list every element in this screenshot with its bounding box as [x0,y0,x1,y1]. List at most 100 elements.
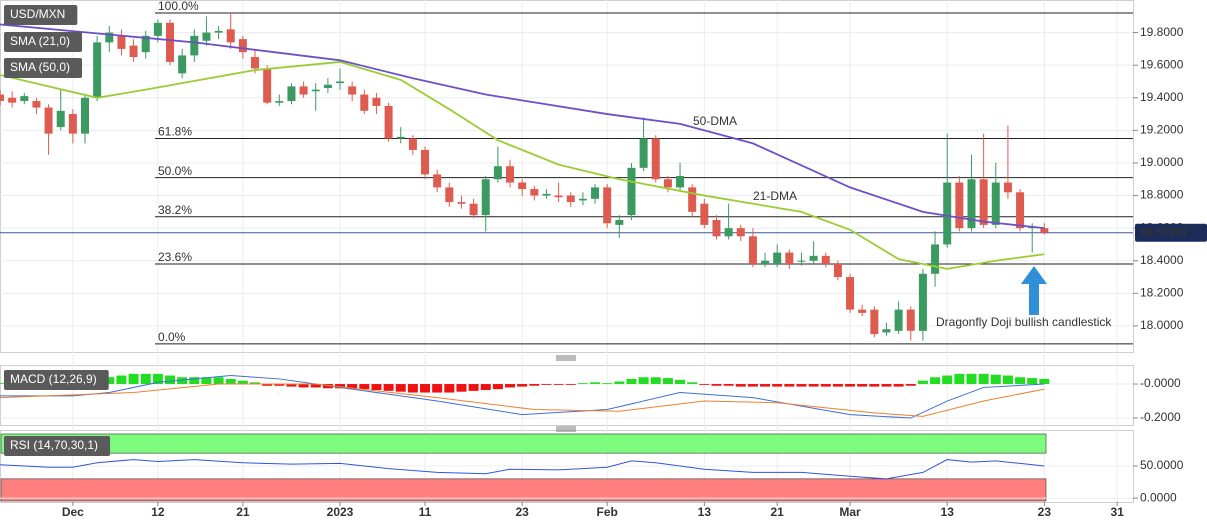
candle-body [1040,228,1049,233]
macd-bar [371,384,382,390]
macd-bar [796,384,807,387]
x-tick-label: 13 [698,505,712,519]
macd-bar [735,384,746,387]
candle-body [809,255,818,261]
macd-bar [310,384,321,388]
candle-body [530,189,539,196]
candle-body [542,193,551,196]
candle-body [785,252,794,264]
line-series [0,383,1045,417]
y-tick-label: 19.8000 [1140,25,1184,39]
macd-bar [869,384,880,387]
macd-bar [541,384,552,385]
x-tick-label: Mar [839,505,861,519]
macd-bar [104,377,115,385]
macd-bar [614,381,625,385]
candle-body [882,329,891,333]
x-tick-label: 2023 [327,505,354,519]
line-series [0,61,1045,270]
candle-body [712,220,721,237]
macd-bar [893,384,904,387]
macd-bar [553,384,564,385]
candle-body [676,176,685,188]
macd-bar [784,384,795,387]
y-tick-label: 18.0000 [1140,318,1184,332]
macd-bar [930,377,941,385]
x-tick-label: 13 [941,505,955,519]
candle-body [408,138,417,150]
macd-bar [116,375,127,385]
candle-body [870,309,879,335]
candle-body [603,187,612,224]
macd-bar [250,382,261,385]
oversold-band [0,478,1047,502]
macd-bar [213,377,224,385]
legend-box [4,32,83,52]
macd-bar [565,384,576,385]
candle-body [506,166,515,183]
candle-body [627,167,636,216]
candle-body [178,55,187,74]
macd-bar [407,384,418,393]
candle-body [323,84,332,88]
y-tick-label: 19.2000 [1140,123,1184,137]
legend-box [4,436,111,456]
candle-body [117,35,126,49]
candle-body [166,22,175,62]
candle-body [299,86,308,95]
legend-box [4,5,78,25]
x-tick-label: 11 [419,505,432,519]
annotation-arrow [1021,266,1047,315]
candle-body [384,105,393,139]
candle-body [688,187,697,212]
macd-bar [832,384,843,387]
macd-bar [942,375,953,385]
y-tick-label: 50.0000 [1140,458,1184,472]
macd-bar [650,377,661,385]
macd-bar [590,382,601,385]
candle-body [44,107,53,134]
macd-bar [1002,375,1013,385]
y-tick-label: 19.0000 [1140,155,1184,169]
macd-bar [189,377,200,385]
x-tick-label: Dec [62,505,84,519]
candle-body [979,179,988,225]
candle-body [226,29,235,43]
candle-body [0,94,4,102]
x-tick-label: 23 [515,505,529,519]
overbought-band [0,433,1047,454]
series-label: 21-DMA [753,189,797,203]
line-series [0,23,1045,230]
candle-body [833,264,842,278]
candle-body [93,42,102,98]
candle-body [615,220,624,225]
candle-body [651,138,660,180]
macd-bar [468,384,479,391]
candle-body [141,35,150,53]
macd-bar [845,384,856,387]
candle-body [858,309,867,313]
candle-body [8,97,17,103]
macd-bar [760,384,771,387]
macd-bar [152,373,163,385]
macd-bar [638,377,649,385]
fib-label: 50.0% [158,164,192,178]
macd-bar [480,384,491,390]
candle-body [846,277,855,310]
legend-entry: RSI (14,70,30,1) [4,436,111,456]
macd-bar [881,384,892,387]
candle-body [457,202,466,204]
macd-bar [140,373,151,385]
x-tick-label: 31 [1111,505,1125,519]
macd-bar [747,384,758,387]
candle-body [566,195,575,203]
legend-entry: SMA (50,0) [4,58,83,78]
legend-text: SMA (21,0) [10,34,70,48]
candle-body [639,138,648,168]
macd-bar [808,384,819,387]
candle-body [275,101,284,103]
last-price-label: 18.57207 [1139,225,1189,239]
legend-text: USD/MXN [10,7,65,21]
candle-body [821,255,830,264]
